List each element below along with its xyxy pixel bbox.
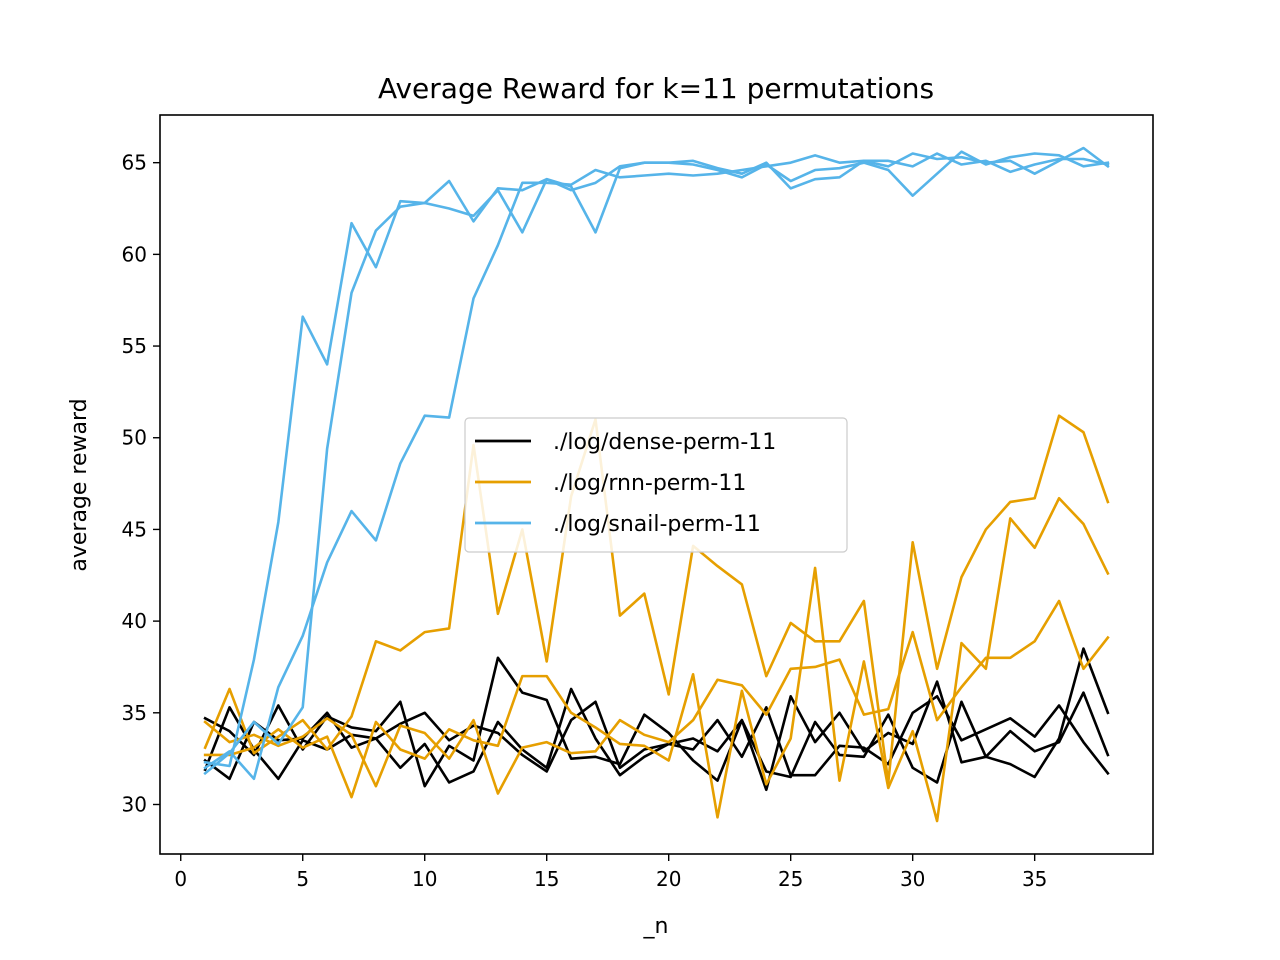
- series-line-2-run-3: [203, 496, 1110, 823]
- series-line-1-run-2: [203, 687, 1110, 784]
- y-tick-label: 55: [122, 334, 147, 358]
- series-line-1-run-1: [203, 647, 1110, 792]
- y-tick-label: 45: [122, 517, 147, 541]
- y-tick-label: 40: [122, 609, 147, 633]
- legend: ./log/dense-perm-11 ./log/rnn-perm-11 ./lo…: [464, 417, 848, 553]
- x-axis-label: _n: [643, 914, 669, 939]
- y-axis-label: average reward: [67, 398, 92, 571]
- y-tick-label: 35: [122, 701, 147, 725]
- legend-label-3: ./log/snail-perm-11: [553, 512, 761, 537]
- plot-frame: [159, 114, 1154, 855]
- legend-box: [464, 417, 848, 553]
- legend-label-1: ./log/dense-perm-11: [553, 430, 776, 455]
- x-tick-label: 15: [534, 867, 559, 891]
- series-line-2-run-2: [203, 414, 1110, 784]
- y-tick-label: 30: [122, 792, 147, 816]
- x-tick-label: 20: [656, 867, 681, 891]
- x-tick-label: 10: [412, 867, 437, 891]
- legend-items: ./log/dense-perm-11 ./log/rnn-perm-11 ./lo…: [475, 430, 776, 537]
- y-axis: 30 35 40 45 50 55 60 65: [122, 151, 160, 816]
- y-tick-label: 50: [122, 426, 147, 450]
- x-axis: 0 5 10 15 20 25 30 35: [174, 854, 1047, 891]
- x-tick-label: 30: [900, 867, 925, 891]
- plot-area: [159, 114, 1154, 855]
- x-tick-label: 0: [174, 867, 187, 891]
- y-tick-label: 60: [122, 242, 147, 266]
- series-layer: [203, 146, 1110, 823]
- x-tick-label: 5: [296, 867, 309, 891]
- series-line-3-run-2: [203, 150, 1110, 776]
- chart-title: Average Reward for k=11 permutations: [378, 72, 934, 105]
- series-line-2-run-1: [203, 599, 1110, 795]
- x-tick-label: 25: [778, 867, 803, 891]
- y-tick-label: 65: [122, 151, 147, 175]
- series-line-3-run-3: [203, 152, 1110, 781]
- legend-label-2: ./log/rnn-perm-11: [553, 471, 746, 496]
- x-tick-label: 35: [1022, 867, 1047, 891]
